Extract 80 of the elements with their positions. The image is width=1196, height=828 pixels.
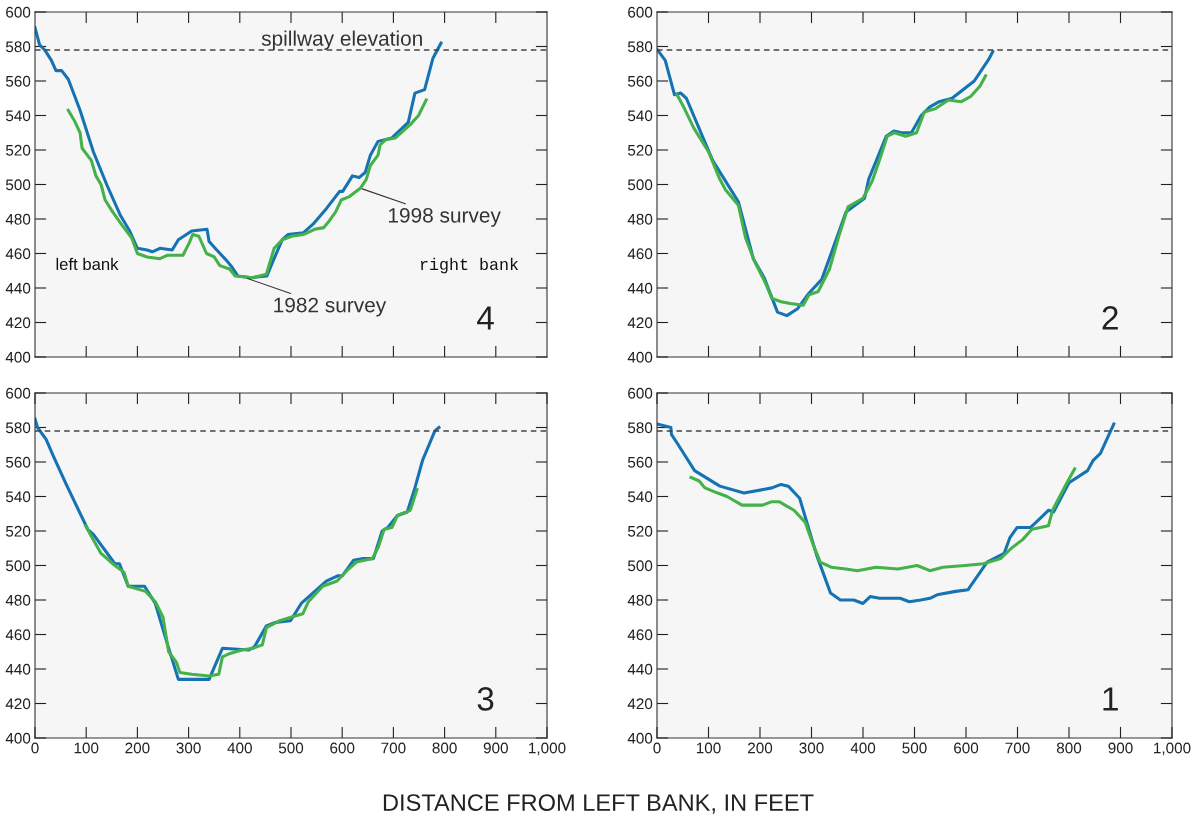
x-tick-label: 200 bbox=[125, 742, 150, 754]
y-tick-label: 420 bbox=[5, 317, 31, 329]
y-tick-label: 440 bbox=[627, 663, 653, 675]
y-tick-label: 600 bbox=[6, 6, 31, 18]
line-series bbox=[689, 467, 1077, 573]
line-series bbox=[675, 74, 988, 307]
y-tick-label: 420 bbox=[5, 698, 31, 710]
x-tick-label: 300 bbox=[176, 742, 201, 754]
y-tick-label: 480 bbox=[627, 594, 653, 606]
x-tick-label: 0 bbox=[31, 742, 39, 754]
y-tick-label: 580 bbox=[5, 41, 31, 53]
x-tick-label: 400 bbox=[227, 742, 252, 754]
y-tick-label: 540 bbox=[627, 491, 653, 503]
x-tick-label: 700 bbox=[1005, 742, 1030, 754]
y-tick-label: 480 bbox=[5, 213, 31, 225]
x-tick-label: 300 bbox=[799, 742, 824, 754]
x-tick-label: 0 bbox=[653, 742, 661, 754]
y-tick-label: 500 bbox=[627, 560, 653, 572]
annotation: 1982 survey bbox=[274, 297, 387, 317]
x-tick-label: 800 bbox=[432, 742, 457, 754]
annotation: left bank bbox=[56, 257, 119, 271]
y-tick-label: 400 bbox=[5, 732, 31, 744]
y-tick-label: 540 bbox=[5, 491, 31, 503]
line-series bbox=[657, 422, 1116, 605]
x-tick-label: 600 bbox=[954, 742, 979, 754]
y-tick-label: 400 bbox=[627, 351, 653, 363]
x-tick-label: 200 bbox=[748, 742, 773, 754]
x-tick-label: 100 bbox=[696, 742, 721, 754]
y-tick-label: 400 bbox=[5, 351, 31, 363]
y-tick-label: 420 bbox=[627, 317, 653, 329]
text: 4 bbox=[477, 306, 494, 330]
y-tick-label: 460 bbox=[627, 629, 653, 641]
x-axis-title: DISTANCE FROM LEFT BANK, IN FEET bbox=[383, 794, 814, 814]
y-tick-label: 440 bbox=[5, 282, 31, 294]
y-tick-label: 420 bbox=[627, 698, 653, 710]
y-tick-label: 480 bbox=[5, 594, 31, 606]
x-tick-label: 700 bbox=[381, 742, 406, 754]
text: 1 bbox=[1103, 687, 1118, 711]
y-tick-label: 600 bbox=[6, 387, 31, 399]
y-tick-label: 560 bbox=[627, 456, 653, 468]
y-tick-label: 460 bbox=[5, 629, 31, 641]
x-tick-label: 1,000 bbox=[1154, 742, 1191, 756]
x-tick-label: 500 bbox=[278, 742, 304, 754]
y-tick-label: 460 bbox=[627, 248, 653, 260]
y-tick-label: 540 bbox=[627, 110, 653, 122]
y-tick-label: 500 bbox=[627, 179, 653, 191]
y-tick-label: 400 bbox=[627, 732, 653, 744]
y-tick-label: 540 bbox=[5, 110, 31, 122]
y-tick-label: 500 bbox=[5, 560, 31, 572]
y-tick-label: 560 bbox=[627, 75, 653, 87]
annotation: right bank bbox=[420, 257, 519, 274]
y-tick-label: 560 bbox=[5, 456, 31, 468]
annotation: 1998 survey bbox=[388, 207, 501, 227]
y-tick-label: 440 bbox=[627, 282, 653, 294]
x-tick-label: 100 bbox=[74, 742, 99, 754]
x-tick-label: 1,000 bbox=[529, 742, 566, 756]
y-tick-label: 520 bbox=[5, 525, 31, 537]
text: 2 bbox=[1102, 306, 1118, 330]
x-tick-label: 800 bbox=[1056, 742, 1082, 754]
x-tick-label: 500 bbox=[902, 742, 927, 754]
ref-line-label: spillway elevation bbox=[261, 30, 422, 50]
line-series bbox=[84, 488, 419, 678]
x-tick-label: 400 bbox=[850, 742, 876, 754]
y-tick-label: 520 bbox=[627, 144, 653, 156]
x-tick-label: 900 bbox=[483, 742, 508, 754]
y-tick-label: 500 bbox=[5, 179, 31, 191]
y-tick-label: 580 bbox=[627, 41, 653, 53]
y-tick-label: 520 bbox=[627, 525, 653, 537]
x-tick-label: 900 bbox=[1108, 742, 1133, 754]
y-tick-label: 580 bbox=[5, 422, 31, 434]
y-tick-label: 480 bbox=[627, 213, 653, 225]
y-tick-label: 600 bbox=[628, 387, 653, 399]
y-tick-label: 440 bbox=[5, 663, 31, 675]
text: 3 bbox=[477, 687, 494, 711]
y-tick-label: 560 bbox=[5, 75, 31, 87]
y-tick-label: 460 bbox=[5, 248, 31, 260]
y-tick-label: 520 bbox=[5, 144, 31, 156]
y-tick-label: 580 bbox=[627, 422, 653, 434]
x-tick-label: 600 bbox=[330, 742, 355, 754]
y-tick-label: 600 bbox=[628, 6, 653, 18]
